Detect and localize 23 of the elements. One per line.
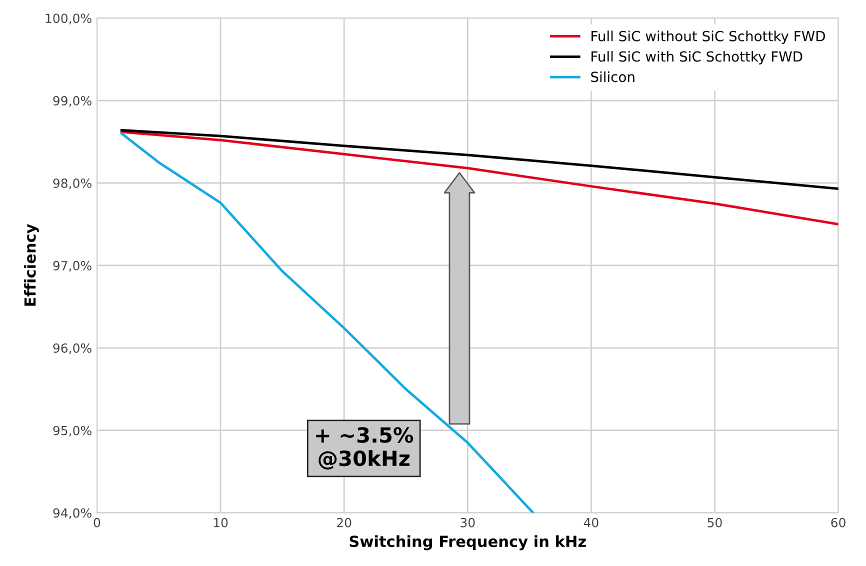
x-axis-title: Switching Frequency in kHz (350, 535, 586, 550)
x-tick-label: 10 (214, 518, 228, 528)
y-tick-label: 98,0% (53, 178, 92, 190)
y-tick-label: 100,0% (46, 14, 92, 24)
x-tick-label: 30 (460, 518, 475, 528)
x-tick-label: 40 (584, 518, 598, 528)
legend-label: Full SiC without SiC Schottky FWD (592, 30, 825, 44)
line-series (120, 130, 838, 226)
y-tick-label: 95,0% (53, 426, 92, 437)
y-tick-label: 96,0% (53, 343, 92, 354)
x-tick-label: 20 (337, 518, 352, 528)
y-axis-title: Efficiency (24, 224, 39, 306)
x-tick-label: 60 (831, 518, 846, 528)
x-tick-label: 0 (94, 518, 100, 528)
annotation: + ~3.5% @30kHz (316, 427, 414, 470)
legend-label: Full SiC with SiC Schottky FWD (592, 51, 802, 64)
line-series (120, 132, 534, 513)
y-tick-label: 94,0% (53, 508, 92, 519)
x-tick-label: 50 (708, 518, 722, 528)
line-series (120, 128, 838, 190)
legend-label: Silicon (591, 71, 634, 82)
y-tick-label: 99,0% (53, 96, 92, 107)
y-tick-label: 97,0% (53, 260, 92, 272)
